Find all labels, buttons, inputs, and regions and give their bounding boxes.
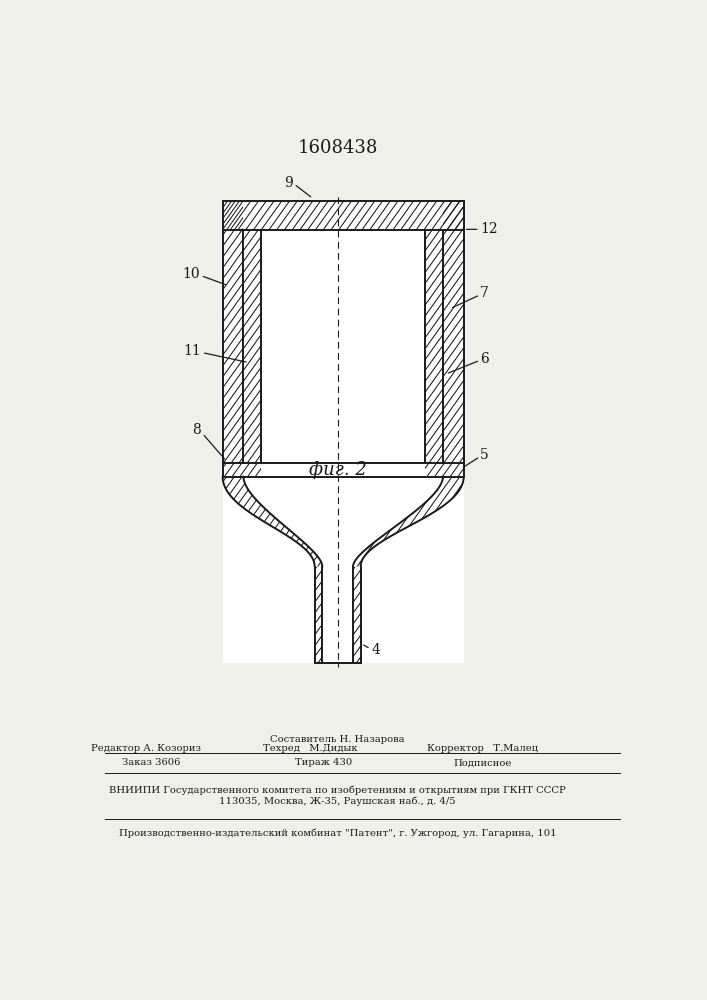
Text: 113035, Москва, Ж-35, Раушская наб., д. 4/5: 113035, Москва, Ж-35, Раушская наб., д. … bbox=[219, 797, 456, 806]
Text: Производственно-издательский комбинат "Патент", г. Ужгород, ул. Гагарина, 101: Производственно-издательский комбинат "П… bbox=[119, 828, 556, 838]
Text: Тираж 430: Тираж 430 bbox=[296, 758, 353, 767]
Polygon shape bbox=[322, 567, 353, 663]
Polygon shape bbox=[223, 477, 322, 567]
Polygon shape bbox=[425, 230, 443, 463]
Text: Заказ 3606: Заказ 3606 bbox=[122, 758, 180, 767]
Polygon shape bbox=[353, 477, 464, 567]
Polygon shape bbox=[353, 567, 361, 663]
Text: Составитель Н. Назарова: Составитель Н. Назарова bbox=[270, 735, 405, 744]
Polygon shape bbox=[315, 567, 322, 663]
Polygon shape bbox=[425, 463, 464, 477]
Text: 4: 4 bbox=[371, 643, 380, 657]
Text: ВНИИПИ Государственного комитета по изобретениям и открытиям при ГКНТ СССР: ВНИИПИ Государственного комитета по изоб… bbox=[110, 785, 566, 795]
Text: Подписное: Подписное bbox=[454, 758, 512, 767]
Text: 8: 8 bbox=[192, 423, 201, 437]
Text: 10: 10 bbox=[182, 267, 199, 281]
Text: 11: 11 bbox=[184, 344, 201, 358]
Polygon shape bbox=[223, 201, 464, 663]
Text: 12: 12 bbox=[480, 222, 498, 236]
Text: фиг. 2: фиг. 2 bbox=[309, 461, 367, 479]
Polygon shape bbox=[243, 477, 443, 567]
Text: Техред   М.Дидык: Техред М.Дидык bbox=[263, 744, 358, 753]
Polygon shape bbox=[223, 463, 261, 477]
Text: Редактор А. Козориз: Редактор А. Козориз bbox=[91, 744, 201, 753]
Polygon shape bbox=[223, 201, 243, 463]
Text: 9: 9 bbox=[284, 176, 293, 190]
Polygon shape bbox=[223, 201, 464, 230]
Text: 7: 7 bbox=[480, 286, 489, 300]
Polygon shape bbox=[243, 230, 261, 463]
Text: 6: 6 bbox=[480, 352, 489, 366]
Text: 5: 5 bbox=[480, 448, 489, 462]
Text: 1608438: 1608438 bbox=[298, 139, 378, 157]
Polygon shape bbox=[261, 230, 425, 463]
Text: Корректор   Т.Малец: Корректор Т.Малец bbox=[427, 744, 539, 753]
Polygon shape bbox=[443, 201, 464, 463]
